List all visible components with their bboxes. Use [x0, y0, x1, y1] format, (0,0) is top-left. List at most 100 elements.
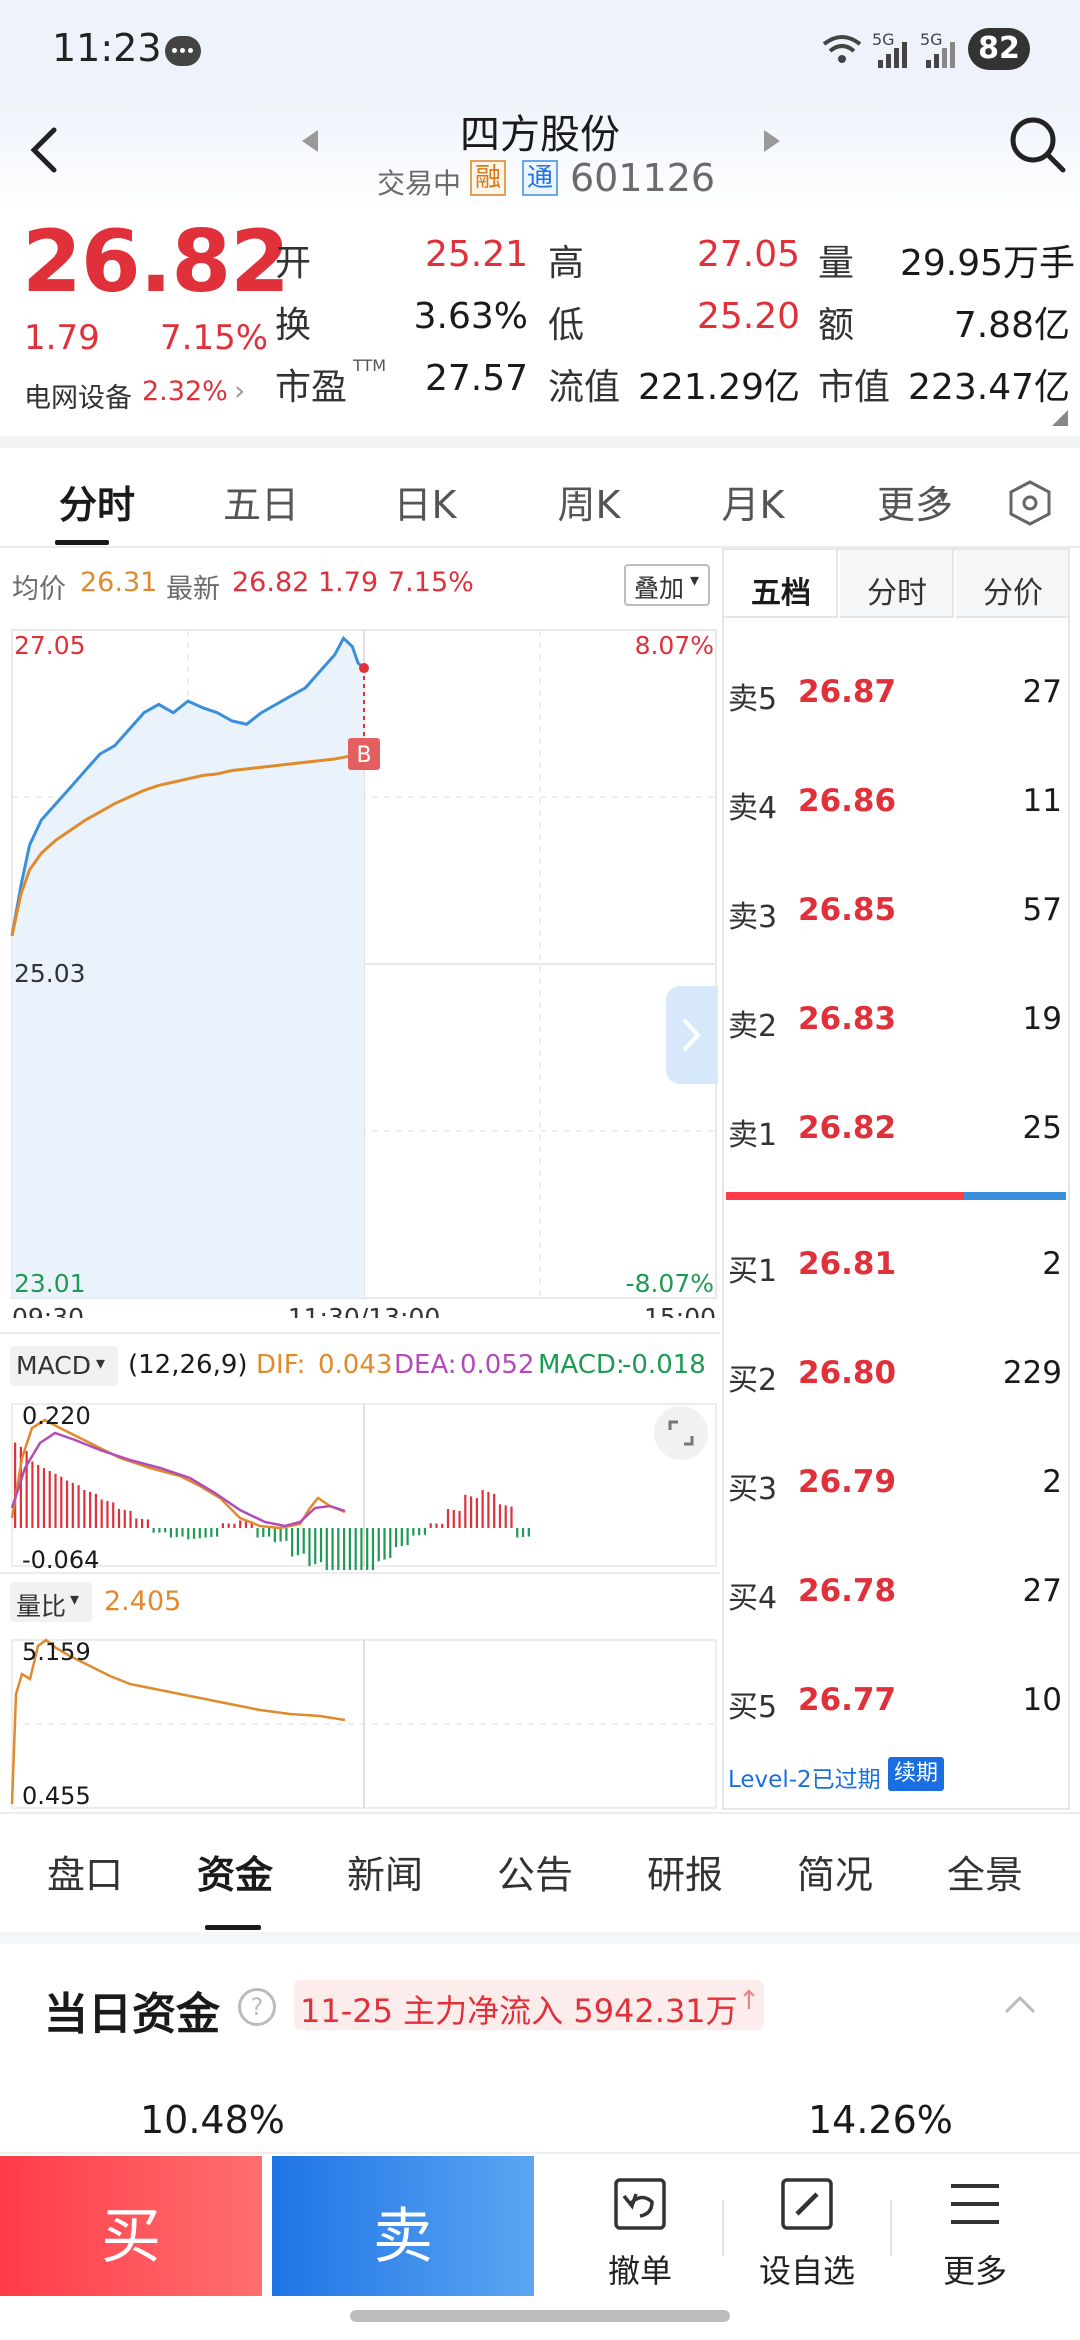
prev-stock-button[interactable] [298, 126, 322, 156]
order-book-tab-label: 分时 [867, 576, 927, 611]
fullscreen-button[interactable] [654, 1406, 708, 1460]
add-watchlist-button[interactable]: 设自选 [742, 2170, 872, 2290]
info-tab[interactable]: 全景 [946, 1853, 1023, 1897]
order-book-tab[interactable] [956, 550, 1070, 618]
caret-down-icon: ▾ [70, 1589, 80, 1610]
buy-marker[interactable] [348, 738, 380, 771]
chevron-right-icon: › [234, 374, 246, 407]
buy-button[interactable]: 买 [0, 2156, 262, 2296]
chart-tab[interactable]: 月K [721, 483, 785, 527]
help-icon[interactable]: ? [238, 1988, 276, 2026]
network-5g-2: 5G [920, 30, 943, 49]
macd-bar [285, 1528, 288, 1541]
macd-bar [216, 1528, 219, 1537]
edit-icon [781, 2178, 833, 2230]
more-button[interactable]: 更多 [910, 2170, 1040, 2290]
next-stock-button[interactable] [760, 126, 784, 156]
cancel-order-button[interactable]: 撤单 [575, 2170, 705, 2290]
dea-line [10, 1431, 346, 1528]
bid-label: 买3 [728, 1472, 778, 1507]
renew-button[interactable]: 续期 [888, 1757, 944, 1791]
hexagon-settings-icon [1009, 480, 1051, 526]
macd-bar [250, 1521, 253, 1528]
macd-bar [343, 1528, 346, 1570]
expand-panel-button[interactable] [666, 986, 718, 1084]
macd-bar [37, 1464, 40, 1528]
ask-label: 卖5 [728, 682, 778, 717]
macd-bar [181, 1528, 184, 1537]
expand-corner-icon[interactable] [1052, 410, 1068, 426]
chart-tab[interactable]: 更多 [876, 483, 953, 527]
bid-volume: 10 [1022, 1682, 1062, 1718]
y-label-low: 23.01 [14, 1269, 86, 1298]
macd-bar [14, 1442, 17, 1528]
macd-bar [152, 1528, 155, 1533]
macd-bar [389, 1528, 392, 1558]
info-tab[interactable]: 资金 [196, 1853, 273, 1897]
info-tab[interactable]: 新闻 [346, 1853, 423, 1897]
signal-icon [876, 40, 912, 68]
macd-bar [164, 1528, 167, 1533]
order-book-tab[interactable] [724, 550, 838, 618]
info-tab[interactable]: 研报 [646, 1853, 723, 1897]
stat-value: 29.95万手 [900, 243, 1076, 284]
y-label-pct-low: -8.07% [626, 1269, 714, 1298]
macd-bar [423, 1528, 427, 1535]
dif-line [10, 1418, 346, 1530]
chart-tab[interactable]: 五日 [222, 483, 299, 527]
divider [890, 2200, 892, 2256]
order-book-tab[interactable] [840, 550, 954, 618]
macd-bottom-label: -0.064 [22, 1546, 100, 1574]
ask-volume: 19 [1022, 1001, 1062, 1037]
macd-dea-label: DEA: [394, 1350, 457, 1380]
chart-settings-button[interactable] [1005, 478, 1055, 528]
ask-price: 26.85 [798, 892, 897, 928]
macd-bar [71, 1482, 74, 1528]
caret-down-icon: ▾ [96, 1353, 106, 1374]
intraday-chart[interactable]: B 27.05 25.03 23.01 8.07% -8.07% 09:30 11:30/13… [0, 618, 720, 1318]
sell-button[interactable]: 卖 [272, 2156, 534, 2296]
current-price: 26.82 [22, 212, 290, 312]
macd-bar [291, 1528, 294, 1557]
stat-label: 市盈 [275, 367, 348, 408]
macd-bar [262, 1528, 265, 1538]
macd-bar [446, 1509, 450, 1528]
macd-bar [19, 1446, 22, 1528]
ask-label: 卖3 [728, 900, 778, 935]
menu-icon [951, 2184, 999, 2224]
macd-selector[interactable]: MACD ▾ [10, 1346, 118, 1386]
macd-bar [412, 1528, 415, 1536]
volume-ratio-selector[interactable]: 量比 ▾ [10, 1582, 92, 1622]
bid-price: 26.80 [798, 1355, 897, 1391]
order-book-panel [722, 548, 1070, 1810]
overlay-button[interactable]: 叠加 ▾ [624, 564, 710, 606]
macd-bar [516, 1528, 519, 1538]
search-button[interactable] [1005, 112, 1069, 176]
macd-bar [366, 1528, 369, 1570]
info-tab[interactable]: 公告 [496, 1853, 573, 1897]
collapse-button[interactable] [1000, 1990, 1040, 2020]
ask-price: 26.82 [798, 1110, 897, 1146]
divider [0, 1572, 720, 1574]
ask-volume: 25 [1022, 1110, 1062, 1146]
overlay-label: 叠加 [634, 574, 685, 603]
chart-tab[interactable]: 周K [557, 483, 621, 527]
status-bar [0, 0, 1080, 100]
sell-label: 卖 [373, 2202, 433, 2272]
back-button[interactable] [18, 118, 68, 182]
macd-bar [429, 1523, 432, 1528]
stat-value: 7.88亿 [953, 305, 1070, 346]
buy-label: 买 [101, 2202, 161, 2272]
stat-value: 221.29亿 [638, 367, 800, 408]
sector-link[interactable]: 电网设备 2.32% › [22, 372, 262, 414]
info-tab[interactable]: 盘口 [46, 1853, 123, 1897]
bid-volume: 2 [1042, 1246, 1062, 1282]
home-indicator[interactable] [350, 2310, 730, 2322]
chart-tab[interactable]: 分时 [58, 483, 135, 527]
info-tab[interactable]: 简况 [796, 1853, 873, 1897]
macd-bar [169, 1528, 173, 1538]
macd-bar [60, 1476, 63, 1528]
latest-value: 26.82 [232, 567, 310, 598]
macd-dea: 0.052 [460, 1350, 535, 1380]
chart-tab[interactable]: 日K [393, 483, 457, 527]
